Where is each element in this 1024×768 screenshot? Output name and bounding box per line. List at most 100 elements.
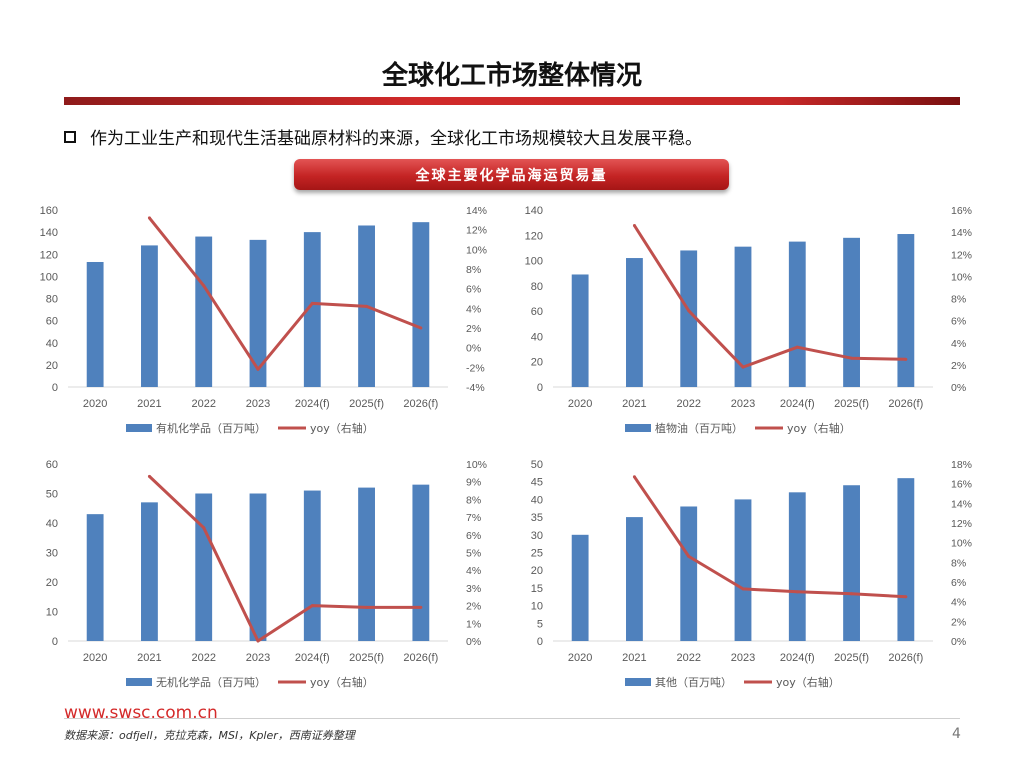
left-tick-label: 30 — [46, 548, 58, 560]
section-banner: 全球主要化学品海运贸易量 — [294, 159, 729, 190]
right-tick-label: 6% — [466, 284, 481, 296]
x-tick-label: 2023 — [246, 652, 270, 664]
left-tick-label: 45 — [531, 477, 543, 489]
title-underline-bar — [64, 97, 960, 105]
yoy-point — [904, 595, 908, 599]
bar — [897, 478, 915, 641]
chart-vegetable-oil: 0 20 40 60 80 100 120 140 0% 2% 4% 6% 8% 10% 12% 14% 16%… — [515, 198, 975, 448]
yoy-point — [365, 304, 369, 308]
yoy-point — [256, 367, 260, 371]
x-tick-label: 2020 — [568, 398, 592, 410]
x-tick-label: 2026(f) — [403, 398, 438, 410]
legend-line-label: yoy（右轴） — [310, 675, 374, 689]
bar — [249, 239, 267, 387]
x-tick-label: 2023 — [731, 652, 755, 664]
right-tick-label: 4% — [466, 303, 481, 315]
left-tick-label: 0 — [537, 636, 543, 648]
right-tick-label: 4% — [951, 338, 966, 350]
yoy-point — [256, 639, 260, 643]
left-tick-label: 80 — [46, 294, 58, 306]
left-tick-label: 0 — [52, 382, 58, 394]
yoy-point — [795, 345, 799, 349]
right-tick-label: 1% — [466, 618, 481, 630]
right-tick-label: 3% — [466, 583, 481, 595]
bar — [626, 258, 643, 387]
bar — [571, 534, 589, 641]
yoy-point — [310, 604, 314, 608]
square-bullet-icon — [64, 130, 76, 143]
yoy-point — [632, 223, 636, 227]
left-tick-label: 35 — [531, 512, 543, 524]
left-tick-label: 60 — [531, 306, 543, 318]
left-tick-label: 30 — [531, 530, 543, 542]
legend-line-label: yoy（右轴） — [787, 421, 851, 435]
data-source: 数据来源：odfjell，克拉克森，MSI，Kpler，西南证券整理 — [64, 729, 355, 742]
bar — [412, 222, 430, 387]
legend-bar-label: 植物油（百万吨） — [655, 421, 743, 435]
yoy-line — [148, 216, 422, 371]
right-tick-label: 4% — [466, 565, 481, 577]
footer-divider — [64, 718, 960, 719]
yoy-point — [419, 326, 423, 330]
yoy-line — [633, 475, 906, 599]
right-tick-label: 12% — [466, 225, 487, 237]
legend-line-label: yoy（右轴） — [310, 421, 374, 435]
legend: 无机化学品（百万吨） yoy（右轴） — [126, 675, 374, 689]
yoy-point — [741, 365, 745, 369]
legend-bar-swatch — [625, 424, 651, 432]
bar — [843, 237, 860, 387]
x-tick-label: 2022 — [676, 652, 700, 664]
bar — [86, 261, 104, 387]
left-tick-label: 0 — [52, 636, 58, 648]
right-tick-label: 0% — [466, 636, 481, 648]
left-tick-label: 20 — [46, 360, 58, 372]
yoy-point — [795, 590, 799, 594]
right-tick-label: 18% — [951, 459, 972, 471]
right-tick-label: 2% — [466, 323, 481, 335]
bar — [86, 514, 104, 641]
yoy-point — [365, 605, 369, 609]
right-tick-label: 10% — [466, 459, 487, 471]
right-tick-label: 6% — [951, 316, 966, 328]
x-tick-label: 2026(f) — [888, 652, 923, 664]
bar — [249, 493, 267, 641]
yoy-point — [310, 301, 314, 305]
left-tick-label: 40 — [46, 518, 58, 530]
left-tick-label: 120 — [40, 249, 58, 261]
chart-organic-chemicals: 0 20 40 60 80 100 120 140 160 -4% -2% 0% 2% 4% 6% 8% 10%… — [30, 198, 490, 448]
x-tick-label: 2026(f) — [403, 652, 438, 664]
page-title: 全球化工市场整体情况 — [381, 61, 642, 91]
right-tick-label: -2% — [466, 362, 485, 374]
left-tick-label: 140 — [40, 227, 58, 239]
bar — [734, 246, 752, 387]
x-tick-label: 2025(f) — [834, 652, 869, 664]
x-tick-label: 2024(f) — [295, 398, 330, 410]
legend-bar-label: 有机化学品（百万吨） — [156, 421, 266, 435]
right-tick-label: 14% — [951, 498, 972, 510]
legend: 其他（百万吨） yoy（右轴） — [625, 675, 840, 689]
x-tick-label: 2023 — [246, 398, 270, 410]
right-tick-label: 12% — [951, 249, 972, 261]
yoy-point — [687, 554, 691, 558]
chart-inorganic-chemicals: 0 10 20 30 40 50 60 0% 1% 2% 3% 4% 5% 6% 7% 8% 9% 10% 2020… — [30, 452, 490, 702]
left-tick-label: 40 — [46, 338, 58, 350]
right-tick-label: 5% — [466, 548, 481, 560]
x-tick-label: 2025(f) — [349, 652, 384, 664]
x-tick-label: 2020 — [83, 652, 107, 664]
right-tick-label: 8% — [951, 557, 966, 569]
footer-url[interactable]: www.swsc.com.cn — [64, 703, 218, 723]
left-tick-label: 100 — [40, 271, 58, 283]
left-tick-label: 80 — [531, 281, 543, 293]
x-tick-label: 2022 — [191, 398, 215, 410]
bar — [843, 485, 860, 641]
yoy-point — [904, 357, 908, 361]
right-tick-label: 16% — [951, 479, 972, 491]
yoy-line — [148, 475, 421, 643]
yoy-point — [202, 526, 206, 530]
yoy-point — [687, 309, 691, 313]
bar — [303, 490, 321, 641]
legend-bar-swatch — [625, 678, 651, 686]
legend: 有机化学品（百万吨） yoy（右轴） — [126, 421, 374, 435]
left-tick-label: 100 — [525, 256, 543, 268]
right-tick-label: 8% — [951, 294, 966, 306]
